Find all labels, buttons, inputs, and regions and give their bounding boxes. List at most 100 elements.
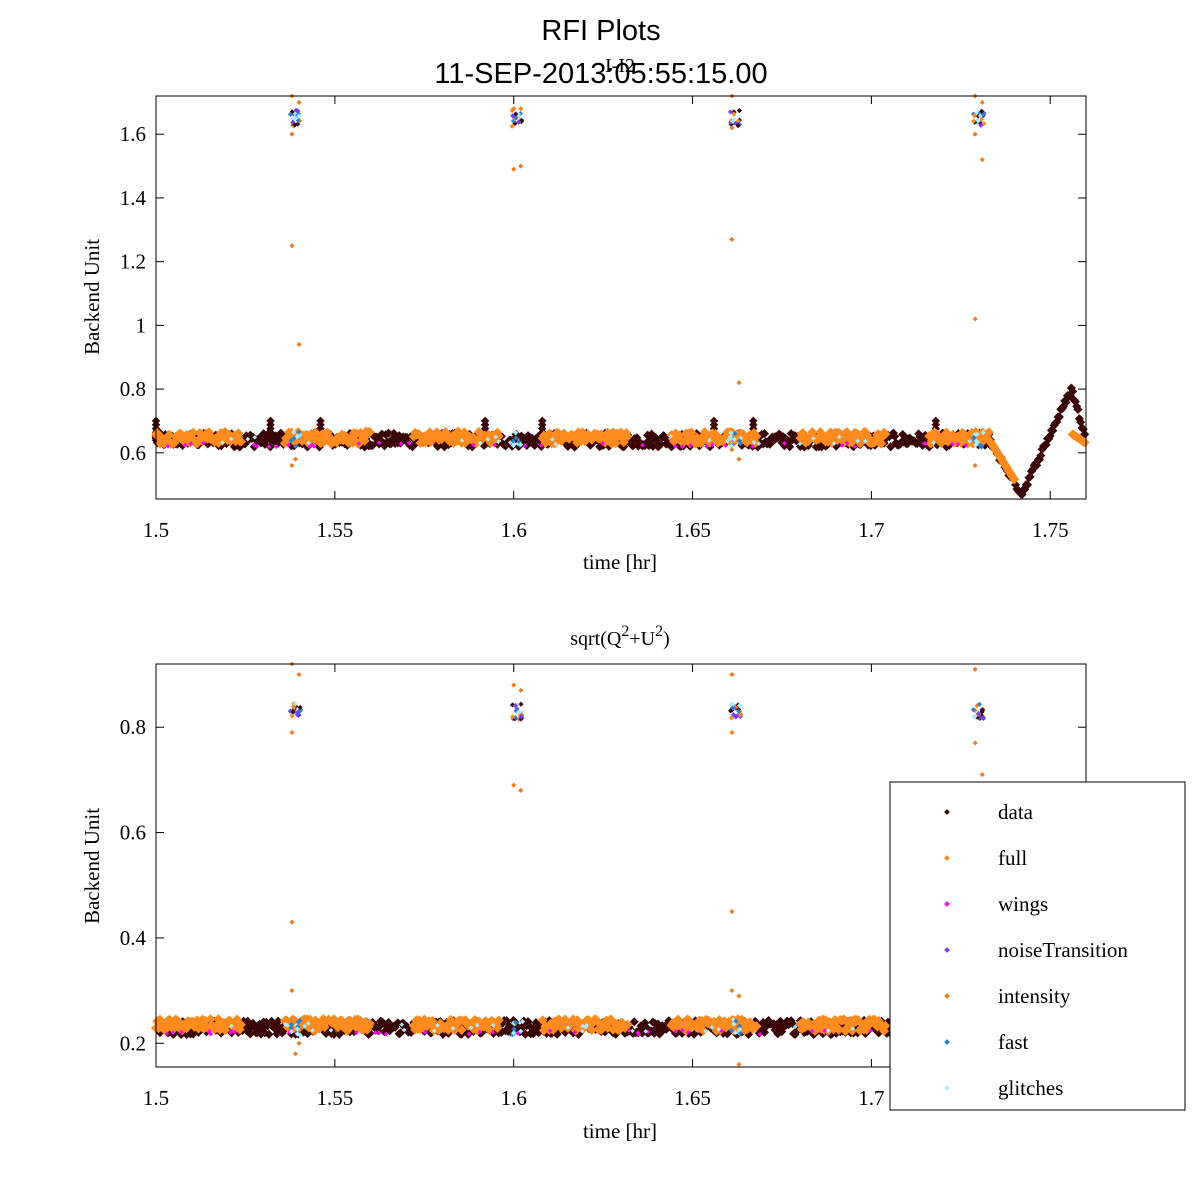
panel-intensity: I-I2 1.5 1.55 1.6 1.65 1.7 1.750.60.811.21.41… [80, 55, 1090, 574]
wings-point [490, 1030, 496, 1035]
glitch-point [707, 437, 712, 443]
full-point [456, 1024, 467, 1035]
data-point [890, 431, 900, 441]
legend-marker-fast [944, 1039, 950, 1045]
wings-point [547, 1028, 553, 1034]
full-point [236, 436, 246, 447]
glitch-point [496, 439, 501, 445]
noise-spike-point [980, 707, 986, 713]
wings-point [921, 441, 927, 446]
intensity-point [729, 909, 735, 915]
wings-point [266, 444, 272, 450]
intensity-point [736, 380, 742, 386]
legend-marker-wings [944, 901, 950, 907]
panel1-frame [155, 95, 1087, 500]
glitch-point [306, 1021, 311, 1026]
wings-point [955, 441, 961, 447]
full-point [698, 1025, 709, 1036]
legend-entry-glitches: glitches [944, 1076, 1063, 1100]
legend-marker-noiseTransition [944, 947, 950, 953]
glitch-point [580, 1028, 585, 1034]
wings-point [183, 442, 188, 448]
full-point [364, 427, 375, 438]
noise-spike-point [513, 435, 519, 441]
glitch-point [401, 1027, 407, 1033]
noise-spike-point [736, 1023, 742, 1029]
wings-point [950, 441, 955, 447]
legend-marker-data [944, 809, 950, 815]
glitch-point [477, 440, 483, 446]
wings-point [373, 1030, 378, 1035]
glitch-point [493, 434, 498, 440]
wings-point [354, 1030, 359, 1035]
glitch-point [831, 441, 837, 446]
legend-entry-wings: wings [944, 892, 1048, 916]
data-point [656, 439, 666, 449]
glitch-point [811, 436, 816, 441]
full-point [751, 1021, 762, 1032]
noise-spike-point [513, 430, 519, 436]
intensity-point [511, 166, 517, 172]
noise-spike-point [518, 441, 524, 448]
legend-marker-glitches [944, 1085, 950, 1091]
noise-spike-point [296, 429, 302, 435]
intensity-point [511, 682, 517, 688]
glitch-point [826, 1028, 831, 1034]
wings-point [685, 1030, 691, 1035]
glitch-point [967, 438, 972, 444]
figure-subtitle: 11-SEP-2013:05:55:15.00 [434, 58, 767, 90]
glitch-point [716, 1027, 721, 1032]
noise-spike-point [288, 438, 294, 444]
wings-point [201, 440, 206, 446]
wings-point [710, 442, 715, 448]
glitch-point [220, 440, 225, 445]
noise-spike-point [732, 1030, 739, 1036]
noise-spike-point [294, 1026, 300, 1032]
full-point [610, 438, 621, 449]
intensity-point [296, 671, 302, 678]
legend-label-noiseTransition: noiseTransition [998, 938, 1128, 962]
glitch-point [490, 1022, 496, 1028]
noise-spike-point [976, 701, 982, 707]
glitch-point [756, 441, 762, 446]
wings-point [626, 1028, 632, 1033]
x-tick-label: 1.5 [143, 1086, 169, 1110]
noise-spike-point [737, 703, 743, 709]
intensity-point [979, 99, 985, 105]
wings-point [179, 1029, 184, 1035]
intensity-point [511, 782, 517, 788]
wings-point [868, 1028, 873, 1033]
intensity-point [518, 106, 524, 112]
intensity-point [729, 447, 735, 453]
intensity-point [289, 988, 295, 994]
full-point [880, 1020, 891, 1031]
glitch-point [931, 440, 936, 445]
x-tick-label: 1.55 [316, 518, 353, 542]
full-point [586, 1025, 597, 1036]
noise-spike-point [729, 443, 735, 449]
wings-point [600, 441, 605, 446]
wings-point [228, 1030, 233, 1035]
noise-spike-point [736, 108, 742, 114]
wings-point [844, 440, 850, 446]
intensity-point [729, 671, 735, 678]
wings-point [311, 444, 317, 449]
intensity-point [972, 316, 978, 322]
data-point [266, 416, 275, 426]
intensity-point [289, 131, 295, 137]
x-tick-label: 1.6 [501, 1086, 527, 1110]
wings-point [207, 1029, 212, 1034]
intensity-point [289, 462, 295, 469]
data-point [709, 416, 719, 426]
x-tick-label: 1.65 [674, 518, 711, 542]
legend-entry-noiseTransition: noiseTransition [944, 938, 1128, 962]
noise-spike-point [737, 1030, 743, 1036]
y-tick-label: 0.4 [120, 926, 147, 950]
wings-point [466, 1031, 472, 1037]
data-point [628, 441, 638, 451]
legend-items: data full wings noiseTransition intensity fas… [944, 800, 1128, 1100]
y-tick-label: 0.2 [120, 1031, 146, 1055]
wings-point [839, 442, 845, 448]
glitch-point [751, 439, 757, 445]
